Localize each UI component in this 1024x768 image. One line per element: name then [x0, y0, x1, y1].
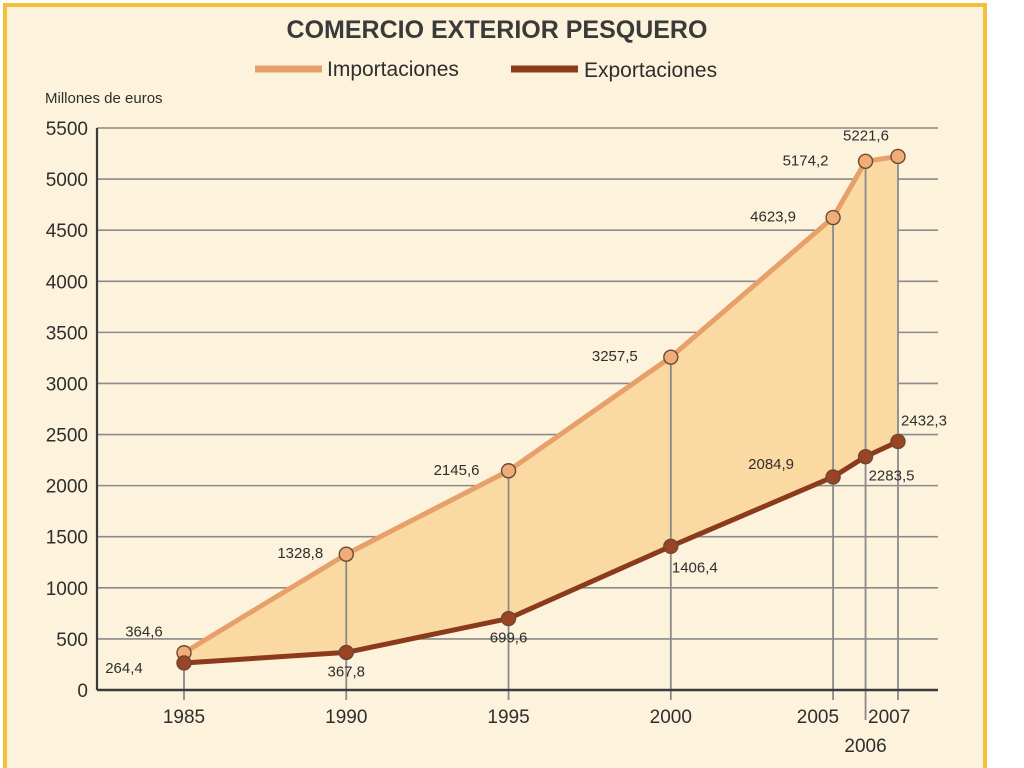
- marker-importaciones: [663, 349, 679, 365]
- x-tick-label: 2007: [868, 707, 910, 728]
- marker-exportaciones: [890, 433, 906, 450]
- x-tick-label: 1985: [163, 707, 205, 728]
- legend-label-exportaciones: Exportaciones: [584, 59, 717, 82]
- marker-importaciones: [825, 209, 841, 226]
- data-label-exportaciones: 2432,3: [901, 412, 947, 429]
- x-tick-label: 2005: [797, 707, 839, 728]
- y-tick-label: 5000: [46, 170, 88, 191]
- legend: Importaciones Exportaciones: [255, 58, 717, 82]
- data-label-importaciones: 5174,2: [783, 152, 829, 169]
- y-tick-label: 2000: [46, 477, 88, 498]
- data-label-importaciones: 364,6: [125, 624, 163, 641]
- marker-exportaciones: [857, 448, 874, 465]
- x-tick-label: 1990: [325, 707, 367, 728]
- marker-importaciones: [500, 463, 517, 479]
- data-label-exportaciones: 2283,5: [869, 468, 915, 485]
- data-label-exportaciones: 367,8: [327, 663, 365, 680]
- marker-importaciones: [857, 153, 874, 169]
- vertical-drop-lines: [183, 156, 899, 720]
- marker-importaciones: [890, 148, 906, 165]
- data-label-exportaciones: 2084,9: [748, 456, 794, 473]
- axes: [95, 128, 938, 692]
- data-label-exportaciones: 1406,4: [672, 559, 718, 576]
- data-label-importaciones: 5221,6: [843, 127, 889, 144]
- y-tick-label: 4000: [46, 272, 88, 293]
- chart-title: COMERCIO EXTERIOR PESQUERO: [287, 16, 708, 44]
- x-tick-label: 2000: [650, 707, 692, 728]
- marker-exportaciones: [176, 655, 192, 671]
- x-tick-label: 1995: [487, 707, 529, 728]
- data-label-exportaciones: 264,4: [105, 660, 143, 677]
- data-label-importaciones: 2145,6: [434, 462, 480, 479]
- y-tick-label: 3500: [46, 323, 88, 344]
- tick-labels: 0 500 1000 1500 2000 2500 3000 3500 4000 4500 5000…: [46, 119, 911, 757]
- data-label-importaciones: 4623,9: [750, 209, 796, 226]
- legend-label-importaciones: Importaciones: [327, 58, 459, 81]
- marker-exportaciones: [663, 538, 679, 554]
- y-tick-label: 1500: [46, 528, 88, 549]
- y-tick-label: 2500: [46, 426, 88, 447]
- data-label-exportaciones: 699,6: [490, 630, 528, 647]
- y-axis-label: Millones de euros: [45, 90, 163, 107]
- data-markers: [176, 148, 906, 671]
- data-label-importaciones: 1328,8: [277, 545, 323, 562]
- y-tick-label: 4500: [46, 221, 88, 242]
- y-tick-label: 0: [77, 681, 88, 702]
- y-tick-label: 5500: [46, 119, 88, 140]
- y-tick-label: 500: [56, 630, 88, 651]
- data-label-importaciones: 3257,5: [592, 348, 638, 365]
- marker-exportaciones: [500, 610, 517, 627]
- marker-exportaciones: [825, 469, 841, 485]
- y-tick-label: 3000: [46, 374, 88, 395]
- marker-importaciones: [338, 546, 354, 562]
- area-fill: [184, 156, 898, 663]
- area-between-series: [184, 156, 898, 663]
- marker-exportaciones: [338, 644, 354, 661]
- y-tick-label: 1000: [46, 579, 88, 600]
- data-labels: 364,6 1328,8 2145,6 3257,5 4623,9 5174,2 5221,…: [105, 127, 947, 680]
- x-tick-label: 2006: [844, 736, 886, 757]
